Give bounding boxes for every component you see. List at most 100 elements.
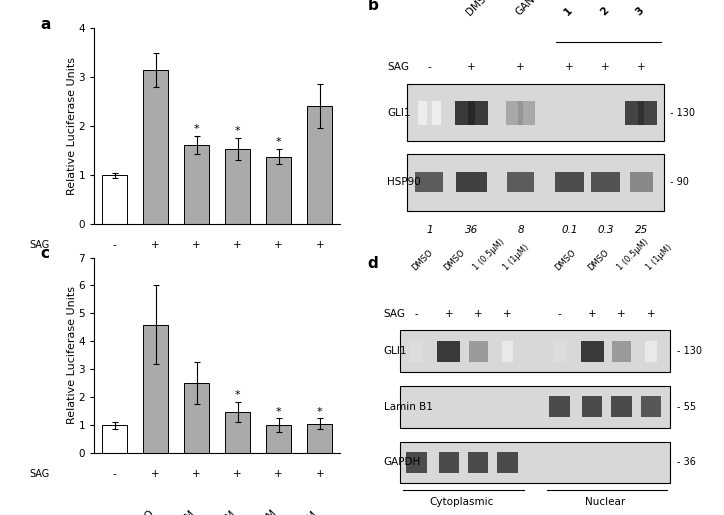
Text: SAG: SAG	[384, 309, 405, 319]
Bar	[468, 452, 489, 473]
Text: +: +	[588, 309, 597, 319]
Text: - 130: - 130	[677, 346, 702, 356]
Text: 100nM: 100nM	[165, 508, 197, 515]
Text: 0.1: 0.1	[561, 225, 578, 235]
Text: -: -	[113, 239, 117, 250]
Y-axis label: Relative Luciferase Units: Relative Luciferase Units	[67, 286, 77, 424]
Bar	[523, 100, 535, 125]
Text: -: -	[414, 309, 418, 319]
Bar	[581, 341, 604, 362]
Bar	[225, 412, 250, 453]
Bar	[407, 153, 664, 211]
Bar	[625, 100, 657, 125]
Text: c: c	[40, 246, 49, 261]
Bar	[645, 341, 657, 362]
Text: 2: 2	[266, 279, 279, 291]
Bar	[630, 172, 652, 192]
Bar	[308, 424, 332, 453]
Text: *: *	[194, 124, 200, 134]
Text: 1 (1μM): 1 (1μM)	[644, 243, 673, 272]
Text: +: +	[193, 239, 201, 250]
Bar	[456, 172, 487, 192]
Y-axis label: Relative Luciferase Units: Relative Luciferase Units	[67, 57, 77, 195]
Text: DMSO: DMSO	[465, 0, 494, 18]
Text: +: +	[468, 62, 476, 72]
Text: +: +	[151, 239, 160, 250]
Text: +: +	[445, 309, 453, 319]
Text: - 55: - 55	[677, 402, 696, 412]
Text: Nuclear: Nuclear	[585, 497, 626, 507]
Bar	[455, 100, 488, 125]
Text: GANT61: GANT61	[513, 0, 551, 18]
Text: DMSO: DMSO	[442, 248, 467, 272]
Text: Cytoplasmic: Cytoplasmic	[430, 497, 494, 507]
Text: SAG: SAG	[387, 62, 409, 72]
Text: *: *	[317, 406, 323, 417]
Text: 1: 1	[225, 279, 237, 291]
Text: *: *	[276, 136, 282, 147]
Bar	[437, 341, 460, 362]
Text: -: -	[113, 469, 117, 479]
Text: HSP90: HSP90	[387, 177, 421, 187]
Bar	[455, 100, 468, 125]
Text: 500nM: 500nM	[247, 508, 279, 515]
Text: 1μM: 1μM	[297, 508, 320, 515]
Bar	[611, 397, 632, 417]
Text: DMSO: DMSO	[126, 279, 156, 308]
Text: GLI1: GLI1	[387, 108, 411, 118]
Text: 1: 1	[563, 6, 575, 18]
Bar	[555, 172, 584, 192]
Text: GANT61: GANT61	[159, 279, 197, 316]
Text: 1 (0.5μM): 1 (0.5μM)	[472, 238, 507, 272]
Bar	[432, 100, 441, 125]
Text: 3: 3	[308, 279, 320, 291]
Text: - 90: - 90	[670, 177, 689, 187]
Text: 25: 25	[634, 225, 648, 235]
Bar	[143, 324, 168, 453]
Text: +: +	[274, 469, 283, 479]
Bar	[625, 100, 638, 125]
Text: +: +	[193, 469, 201, 479]
Text: GLI1: GLI1	[384, 346, 407, 356]
Text: *: *	[235, 127, 240, 136]
Text: +: +	[274, 239, 283, 250]
Bar	[400, 442, 670, 483]
Bar	[102, 175, 127, 224]
Text: +: +	[618, 309, 626, 319]
Bar	[468, 341, 488, 362]
Bar	[591, 172, 620, 192]
Bar	[407, 84, 664, 141]
Text: 250nM: 250nM	[206, 508, 237, 515]
Text: -: -	[557, 309, 562, 319]
Bar	[497, 452, 518, 473]
Bar	[266, 157, 291, 224]
Text: SAG: SAG	[30, 239, 50, 250]
Bar	[400, 386, 670, 427]
Bar	[612, 341, 631, 362]
Bar	[553, 341, 566, 362]
Bar	[502, 341, 513, 362]
Text: SAG: SAG	[30, 469, 50, 479]
Text: +: +	[474, 309, 482, 319]
Bar	[644, 100, 657, 125]
Text: +: +	[151, 469, 160, 479]
Text: 1 (1μM): 1 (1μM)	[501, 243, 530, 272]
Text: *: *	[276, 406, 282, 417]
Bar	[406, 452, 426, 473]
Text: a: a	[40, 16, 51, 31]
Text: 1 (0.5μM): 1 (0.5μM)	[615, 238, 650, 272]
Text: 2: 2	[598, 6, 610, 18]
Text: b: b	[367, 0, 379, 13]
Text: *: *	[235, 390, 240, 400]
Text: d: d	[367, 256, 378, 271]
Bar	[550, 397, 570, 417]
Bar	[185, 145, 209, 224]
Bar	[475, 100, 488, 125]
Text: +: +	[503, 309, 512, 319]
Text: DMSO: DMSO	[410, 248, 434, 272]
Text: - 130: - 130	[670, 108, 696, 118]
Text: 1: 1	[426, 225, 433, 235]
Text: Lamin B1: Lamin B1	[384, 402, 433, 412]
Text: GAPDH: GAPDH	[384, 457, 421, 468]
Bar	[102, 425, 127, 453]
